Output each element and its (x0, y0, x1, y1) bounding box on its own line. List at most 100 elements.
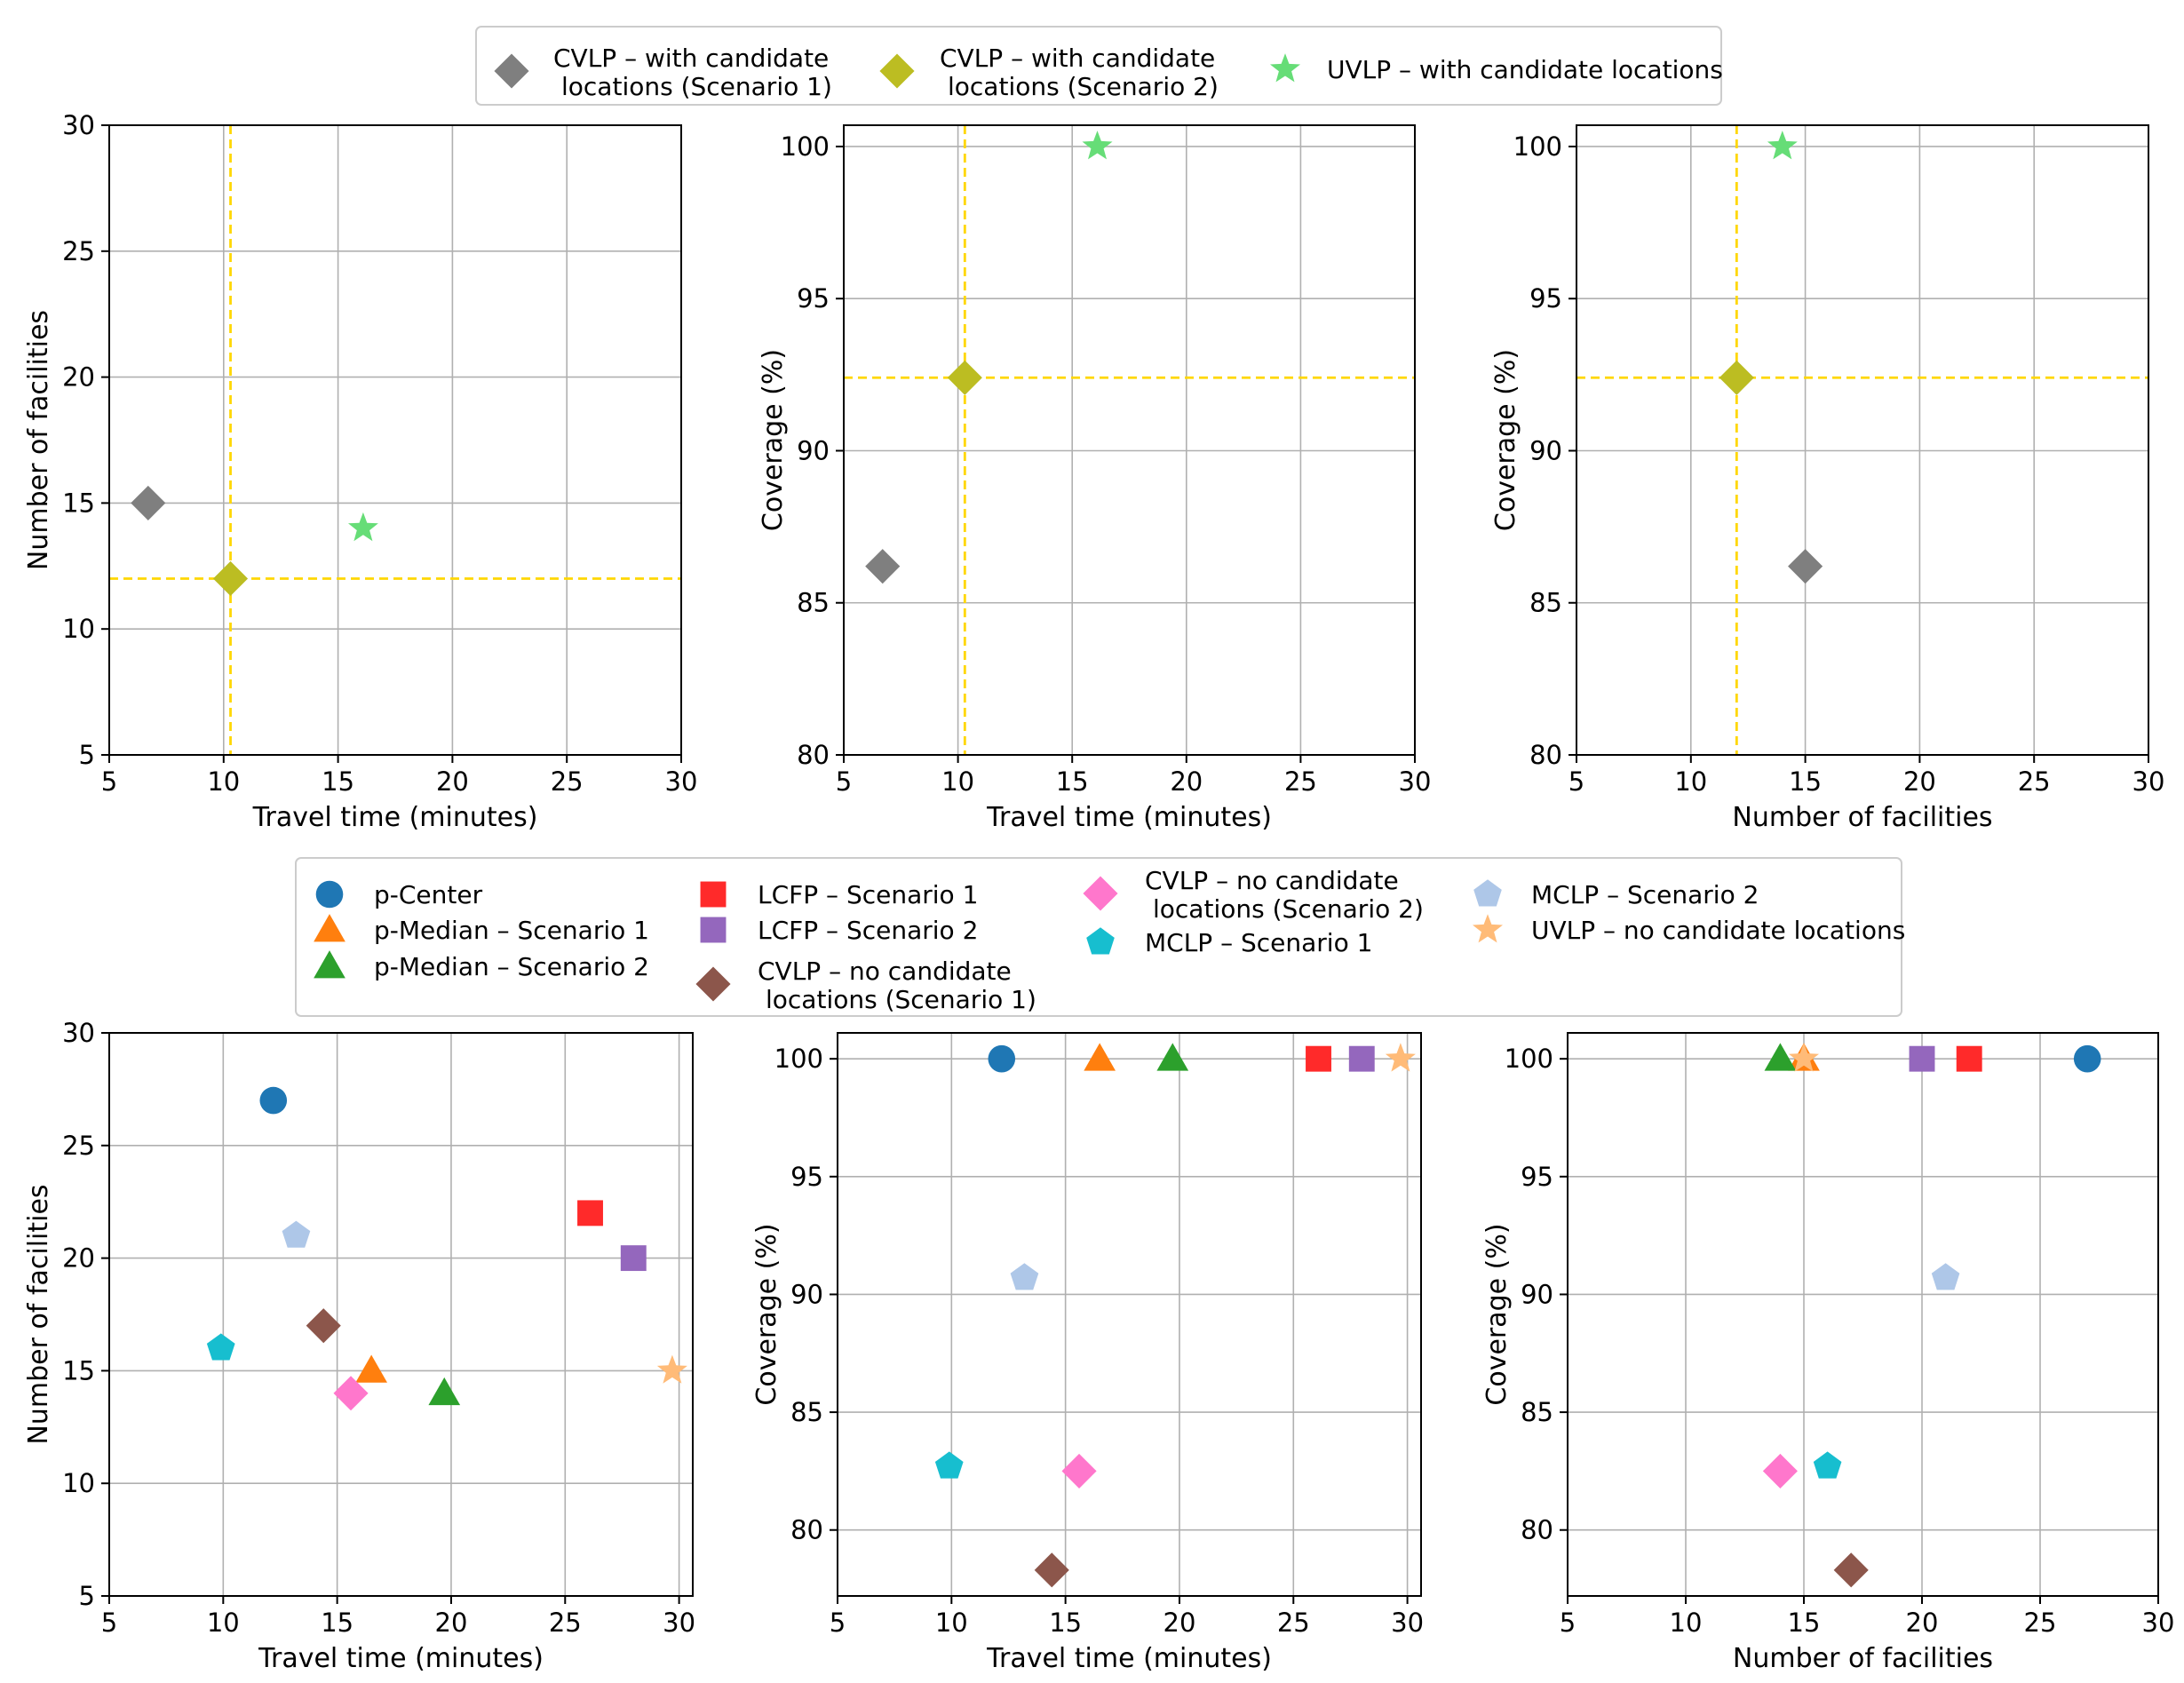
y-tick-label: 95 (1529, 283, 1562, 314)
point-lcfp-scenario-2: LCFP – Scenario 2: (28, 100) (1348, 1045, 1375, 1072)
bottom-legend-item-mclp-scenario-2-marker (1473, 879, 1502, 907)
point-uvlp-with-candidate-locations: UVLP – with candidate locations: (16.1, … (348, 512, 378, 542)
bottom-legend-item-mclp-scenario-1-marker (1086, 927, 1115, 955)
x-tick-label: 25 (549, 1608, 582, 1638)
bottom-legend-item-uvlp-no-candidate-locations-label: UVLP – no candidate locations (1531, 916, 1905, 945)
y-tick-label: 100 (781, 131, 830, 162)
bottom-legend-item-p-center: p-Center (315, 880, 483, 909)
x-tick-label: 15 (321, 1608, 353, 1638)
top-legend-item-uvlp-with-candidate-locations: UVLP – with candidate locations (1270, 53, 1723, 84)
y-tick-label: 100 (774, 1044, 823, 1074)
y-axis-label: Coverage (%) (758, 349, 789, 531)
bottom-legend-item-p-median-scenario-2-marker (314, 950, 345, 979)
point-uvlp-no-candidate-locations: UVLP – no candidate locations: (15, 100) (1789, 1043, 1819, 1072)
point-lcfp-scenario-2: LCFP – Scenario 2: (20, 100) (1909, 1045, 1935, 1072)
x-tick-label: 5 (101, 1608, 117, 1638)
chart-bottom-middle: 5 10 15 20 25 30 80 85 90 95 100 Travel time (minut… (751, 1032, 1424, 1674)
y-tick-label: 80 (1521, 1515, 1553, 1545)
x-tick-label: 10 (941, 766, 974, 797)
bottom-legend-item-p-median-scenario-2-label: p-Median – Scenario 2 (374, 952, 649, 981)
point-p-median-scenario-2: p-Median – Scenario 2: (14, 100) (1764, 1043, 1797, 1071)
x-tick-label: 5 (101, 766, 117, 797)
point-cvlp-with-candidate-locations-scenario-2: CVLP – with candidate locations (Scenari… (212, 560, 249, 597)
bottom-legend-item-cvlp-no-candidate-locations-scenario-1-label: CVLP – no candidate locations (Scenario 1… (758, 957, 1036, 1014)
x-axis-label: Travel time (minutes) (986, 1643, 1272, 1674)
x-tick-label: 30 (1391, 1608, 1424, 1638)
point-mclp-scenario-2: MCLP – Scenario 2: (13.2, 21) (282, 1220, 311, 1248)
axes-frame (1576, 124, 2149, 756)
point-cvlp-with-candidate-locations-scenario-1: CVLP – with candidate locations (Scenari… (865, 549, 901, 584)
x-tick-label: 10 (935, 1608, 968, 1638)
axes-frame (837, 1032, 1422, 1597)
bottom-legend-item-cvlp-no-candidate-locations-scenario-2-label: CVLP – no candidate locations (Scenario 2… (1145, 866, 1424, 924)
point-cvlp-no-candidate-locations-scenario-2: CVLP – no candidate locations (Scenario … (1061, 1453, 1097, 1489)
top-legend-item-cvlp-with-candidate-locations-scenario-2: CVLP – with candidate locations (Scenario… (879, 44, 1219, 101)
top-legend-item-uvlp-with-candidate-locations-label: UVLP – with candidate locations (1327, 55, 1723, 84)
bottom-legend-item-lcfp-scenario-2: LCFP – Scenario 2 (700, 916, 978, 945)
y-tick-label: 100 (1505, 1044, 1553, 1074)
x-tick-label: 30 (1399, 766, 1432, 797)
bottom-legend-item-mclp-scenario-1-label: MCLP – Scenario 1 (1145, 928, 1372, 957)
y-tick-label: 95 (1521, 1162, 1553, 1192)
chart-top-right: 5 10 15 20 25 30 80 85 90 95 100 Number of faciliti… (1490, 124, 2164, 833)
point-mclp-scenario-1: MCLP – Scenario 1: (9.9, 82.7) (934, 1451, 964, 1479)
top-legend-item-cvlp-with-candidate-locations-scenario-1-label: CVLP – with candidate locations (Scenario… (553, 44, 832, 101)
bottom-legend-item-p-median-scenario-1: p-Median – Scenario 1 (314, 914, 649, 945)
bottom-legend-item-p-median-scenario-1-label: p-Median – Scenario 1 (374, 916, 649, 945)
x-tick-label: 5 (836, 766, 852, 797)
x-tick-label: 5 (1569, 766, 1584, 797)
y-tick-label: 25 (62, 1131, 95, 1161)
point-lcfp-scenario-1: LCFP – Scenario 1: (26.1, 22) (577, 1200, 603, 1227)
point-lcfp-scenario-1: LCFP – Scenario 1: (26.1, 100) (1306, 1045, 1331, 1072)
top-legend-item-cvlp-with-candidate-locations-scenario-1-marker (494, 53, 529, 89)
top-legend-item-cvlp-with-candidate-locations-scenario-2-marker (879, 53, 915, 89)
point-cvlp-with-candidate-locations-scenario-1: CVLP – with candidate locations (Scenari… (131, 485, 166, 520)
bottom-legend-item-cvlp-no-candidate-locations-scenario-2-marker (1083, 876, 1118, 911)
top-legend-item-uvlp-with-candidate-locations-marker (1270, 53, 1300, 83)
chart-bottom-left: 5 10 15 20 25 30 5 10 15 20 25 30 Travel time (minut… (23, 1018, 695, 1674)
chart-top-left: 5 10 15 20 25 30 5 10 15 20 25 30 Travel time (minut… (23, 110, 697, 833)
axes-frame (108, 124, 682, 756)
y-tick-label: 25 (62, 236, 95, 266)
x-tick-label: 20 (1170, 766, 1203, 797)
point-p-center: p-Center: (12.2, 27) (259, 1086, 288, 1115)
y-tick-label: 95 (797, 283, 830, 314)
y-axis-label: Coverage (%) (1481, 1223, 1513, 1405)
y-tick-label: 30 (62, 110, 95, 140)
bottom-legend-item-p-median-scenario-2: p-Median – Scenario 2 (314, 950, 649, 981)
chart-top-middle: 5 10 15 20 25 30 80 85 90 95 100 Travel time (minut… (758, 124, 1432, 833)
point-cvlp-no-candidate-locations-scenario-2: CVLP – no candidate locations (Scenario … (333, 1376, 369, 1411)
y-tick-label: 15 (62, 1355, 95, 1385)
x-axis-label: Number of facilities (1733, 1643, 1993, 1674)
bottom-legend-item-lcfp-scenario-2-label: LCFP – Scenario 2 (758, 916, 978, 945)
x-tick-label: 25 (2018, 766, 2051, 797)
x-tick-label: 15 (1056, 766, 1089, 797)
x-tick-label: 20 (1163, 1608, 1196, 1638)
top-legend-item-cvlp-with-candidate-locations-scenario-1: CVLP – with candidate locations (Scenario… (494, 44, 832, 101)
point-cvlp-with-candidate-locations-scenario-1: CVLP – with candidate locations (Scenari… (1788, 549, 1823, 584)
bottom-legend-item-lcfp-scenario-1-label: LCFP – Scenario 1 (758, 880, 978, 909)
y-tick-label: 85 (790, 1397, 823, 1427)
bottom-legend-item-lcfp-scenario-1: LCFP – Scenario 1 (700, 880, 978, 909)
bottom-legend-item-p-median-scenario-1-marker (314, 914, 345, 942)
bottom-legend-item-cvlp-no-candidate-locations-scenario-1-marker (695, 966, 731, 1002)
x-tick-label: 15 (322, 766, 354, 797)
x-tick-label: 10 (207, 766, 240, 797)
point-p-center: p-Center: (27, 100) (2073, 1044, 2101, 1073)
x-tick-label: 15 (1789, 766, 1822, 797)
y-tick-label: 90 (1521, 1279, 1553, 1309)
y-tick-label: 10 (62, 1468, 95, 1498)
y-axis-label: Coverage (%) (1490, 349, 1521, 531)
x-tick-label: 25 (1277, 1608, 1310, 1638)
y-tick-label: 85 (1521, 1397, 1553, 1427)
bottom-legend-item-mclp-scenario-2: MCLP – Scenario 2 (1473, 879, 1759, 909)
x-axis-label: Travel time (minutes) (258, 1643, 544, 1674)
x-tick-label: 30 (665, 766, 698, 797)
axes-frame (108, 1032, 694, 1597)
point-p-center: p-Center: (12.2, 100) (988, 1044, 1016, 1073)
bottom-legend-item-uvlp-no-candidate-locations-marker (1473, 914, 1503, 943)
x-tick-label: 20 (1903, 766, 1936, 797)
point-cvlp-no-candidate-locations-scenario-1: CVLP – no candidate locations (Scenario … (306, 1308, 341, 1344)
x-tick-label: 5 (830, 1608, 846, 1638)
point-cvlp-no-candidate-locations-scenario-1: CVLP – no candidate locations (Scenario … (1833, 1552, 1869, 1588)
